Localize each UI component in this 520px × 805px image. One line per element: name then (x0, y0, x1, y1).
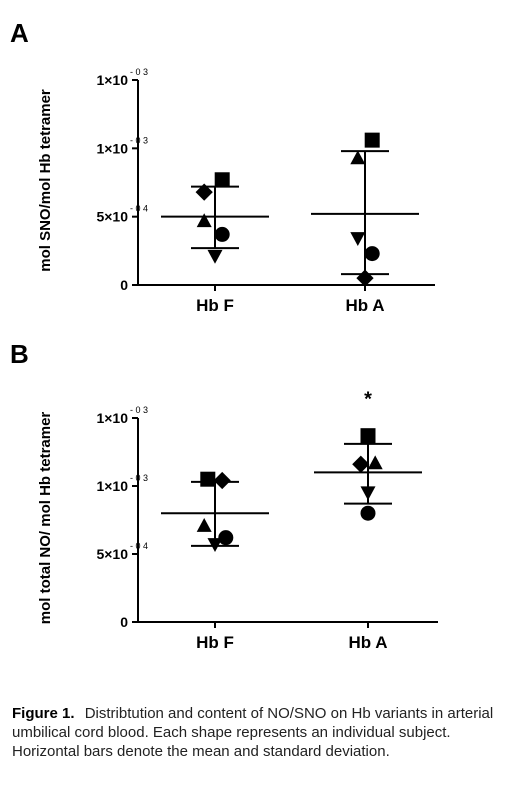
y-tick-label: 1×10 (96, 410, 128, 426)
y-tick-label: 5×10 (96, 546, 128, 562)
data-point-diamond (356, 269, 374, 287)
data-point-circle (364, 246, 380, 262)
y-tick-exponent: - 0 3 (130, 67, 148, 77)
x-category-label: Hb F (196, 633, 234, 652)
x-category-label: Hb A (348, 633, 387, 652)
data-point-triangle-up (196, 213, 212, 228)
data-point-square (360, 428, 376, 444)
panel-letter: A (10, 18, 29, 48)
y-tick-label: 0 (120, 277, 128, 293)
x-category-label: Hb A (345, 296, 384, 315)
x-category-label: Hb F (196, 296, 234, 315)
data-point-diamond (195, 183, 213, 201)
data-point-triangle-down (207, 538, 223, 552)
data-point-triangle-up (350, 150, 366, 165)
figure-caption: Figure 1. Distribtution and content of N… (12, 704, 512, 761)
data-point-triangle-down (350, 232, 366, 247)
series-hb-a (311, 132, 419, 287)
data-point-circle (218, 530, 234, 546)
significance-marker: * (364, 389, 372, 411)
data-point-triangle-down (207, 249, 223, 264)
y-tick-exponent: - 0 3 (130, 135, 148, 145)
y-tick-label: 1×10 (96, 72, 128, 88)
y-tick-exponent: - 0 3 (130, 473, 148, 483)
panel-letter: B (10, 339, 29, 369)
y-axis-label: mol SNO/mol Hb tetramer (37, 89, 54, 272)
y-tick-label: 1×10 (96, 140, 128, 156)
series-hb-f (161, 471, 269, 552)
data-point-square (214, 172, 230, 188)
data-point-triangle-up (196, 517, 212, 532)
data-point-triangle-up (367, 455, 383, 470)
y-tick-exponent: - 0 3 (130, 405, 148, 415)
y-tick-label: 1×10 (96, 478, 128, 494)
caption-label: Figure 1. (12, 705, 75, 722)
data-point-circle (360, 505, 376, 521)
data-point-diamond (352, 455, 370, 473)
y-tick-label: 5×10 (96, 209, 128, 225)
data-point-circle (214, 226, 230, 242)
y-tick-exponent: - 0 4 (130, 204, 148, 214)
y-axis-label: mol total NO/ mol Hb tetramer (37, 412, 54, 625)
data-point-triangle-down (360, 486, 376, 501)
series-hb-f (161, 172, 269, 264)
data-point-diamond (213, 471, 231, 490)
series-hb-a (314, 428, 422, 521)
y-tick-exponent: - 0 4 (130, 541, 148, 551)
caption-text: Distribtution and content of NO/SNO on H… (12, 705, 494, 760)
data-point-square (200, 471, 216, 487)
y-tick-label: 0 (120, 614, 128, 630)
data-point-square (364, 132, 380, 148)
